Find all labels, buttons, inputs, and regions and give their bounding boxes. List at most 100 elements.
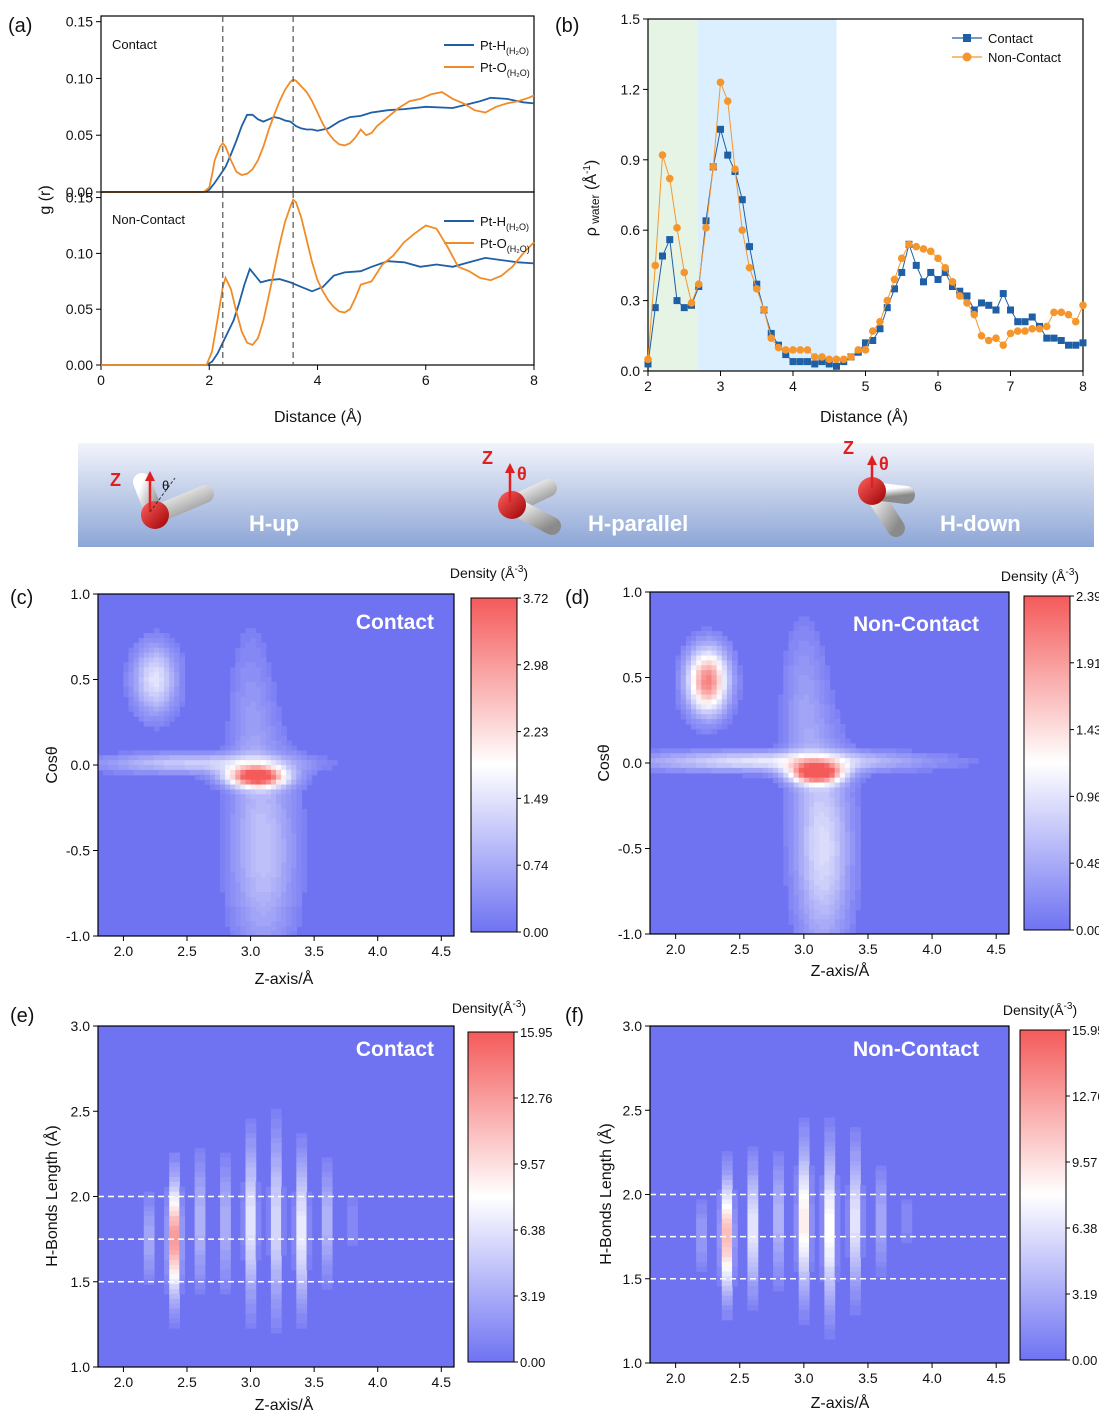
panel-c-cell [260, 921, 267, 927]
panel-e-cell [174, 1220, 180, 1227]
panel-e-cell [148, 1245, 155, 1251]
panel-d-cell [793, 885, 800, 891]
panel-f-cell [726, 1281, 733, 1287]
panel-c-cell [103, 765, 109, 771]
panel-f-cell [829, 1228, 836, 1234]
panel-d-cell [721, 723, 728, 730]
panel-e-cell [276, 1303, 282, 1310]
panel-c-cell [270, 799, 277, 805]
panel-f-cell [829, 1117, 836, 1123]
panel-c-cell [143, 672, 150, 678]
panel-f-cell [855, 1165, 861, 1172]
panel-d-cell [906, 758, 913, 764]
panel-d-cell [803, 875, 810, 881]
panel-d-cell [824, 763, 831, 769]
panel-c-cell [133, 760, 140, 766]
panel-c-cell [276, 779, 282, 786]
panel-c-cell [301, 843, 308, 849]
panel-d-xlabel: Z-axis/Å [811, 961, 870, 980]
panel-d-cell [844, 870, 851, 876]
panel-f-cell [778, 1257, 784, 1263]
panel-d-ytick-label: 0.0 [623, 755, 643, 771]
panel-d-cell [901, 767, 908, 774]
panel-c-cell [260, 838, 267, 844]
panel-e-cell [270, 1284, 277, 1290]
panel-d-cell [798, 621, 805, 627]
panel-c-cell [189, 750, 196, 756]
panel-d-cell [665, 758, 672, 764]
panel-d-cell [680, 645, 687, 652]
panel-d-colorbar-title: Density (Å-3) [1001, 567, 1079, 584]
panel-f-cell [850, 1208, 856, 1215]
panel-f-cell [752, 1208, 759, 1215]
panel-f-cell [726, 1285, 733, 1292]
panel-d-cell [685, 675, 692, 681]
panel-e-cell [245, 1133, 252, 1139]
panel-e-cell [143, 1201, 150, 1207]
panel-d-cell [803, 826, 810, 832]
panel-c-cell [276, 838, 282, 844]
panel-f-cell [716, 1199, 723, 1205]
panel-f-cell [773, 1252, 779, 1258]
panel-e-cell [276, 1108, 282, 1115]
panel-e-cell [270, 1225, 277, 1232]
panel-d-cell [803, 767, 810, 774]
panel-d-cell [803, 831, 810, 837]
panel-e-cell [220, 1191, 226, 1198]
panel-c-cell [225, 745, 231, 751]
panel-c-cell [255, 843, 262, 849]
panel-e-cell [250, 1240, 257, 1246]
panel-c-cell [164, 691, 170, 698]
panel-d-cell [957, 758, 964, 764]
panel-e-cell [194, 1240, 201, 1246]
panel-f-cell [798, 1218, 805, 1224]
panel-c-cell [230, 745, 236, 751]
panel-d-cell [706, 670, 713, 676]
panel-c-cell [240, 642, 247, 649]
panel-f-cell [824, 1223, 831, 1229]
panel-b-point-contact [738, 196, 746, 204]
panel-c-cell [260, 784, 267, 791]
panel-d-cell [726, 645, 733, 652]
panel-c-cell [260, 696, 267, 703]
panel-f-cell [855, 1290, 861, 1297]
panel-e-cell [296, 1167, 303, 1173]
panel-a-sub1-ytick-label: 0.10 [66, 245, 93, 261]
panel-f-cell [752, 1160, 759, 1167]
panel-e-cell [250, 1289, 257, 1295]
panel-d-cell [834, 753, 841, 759]
panel-c-cell [240, 867, 247, 874]
panel-c-cell [250, 784, 257, 791]
panel-c-cell [113, 760, 119, 766]
panel-d-cell [696, 665, 702, 671]
panel-d-cell [685, 655, 692, 661]
panel-c-cell [265, 911, 272, 918]
panel-c-cell [240, 667, 247, 673]
panel-d-cell [819, 723, 825, 730]
panel-e-cell [174, 1250, 180, 1256]
panel-c-cell [240, 848, 247, 854]
h-up-angle-letter: θ [162, 478, 169, 493]
panel-c-cell [281, 828, 287, 834]
panel-e-cell [245, 1211, 252, 1217]
panel-c-cell [230, 921, 236, 927]
panel-c-cell [133, 686, 140, 693]
panel-c-cell [260, 779, 267, 786]
panel-b-point-non-contact [803, 346, 812, 354]
panel-c-cell [164, 701, 170, 707]
panel-c-cell [291, 862, 297, 869]
panel-c-cell [179, 765, 186, 771]
panel-d-cell [814, 909, 820, 916]
panel-f-cell [906, 1223, 913, 1229]
panel-f-cell [752, 1194, 759, 1200]
panel-c-cell [148, 760, 155, 766]
panel-f-cell [701, 1204, 708, 1210]
panel-d-cell [783, 675, 790, 681]
panel-c-cell [179, 769, 186, 776]
panel-b-point-contact [644, 360, 652, 368]
panel-d-cell [803, 753, 810, 759]
panel-f-cell [752, 1218, 759, 1224]
panel-c-cell [301, 755, 308, 761]
panel-d-cell [850, 855, 856, 862]
panel-d-cell [711, 665, 718, 671]
